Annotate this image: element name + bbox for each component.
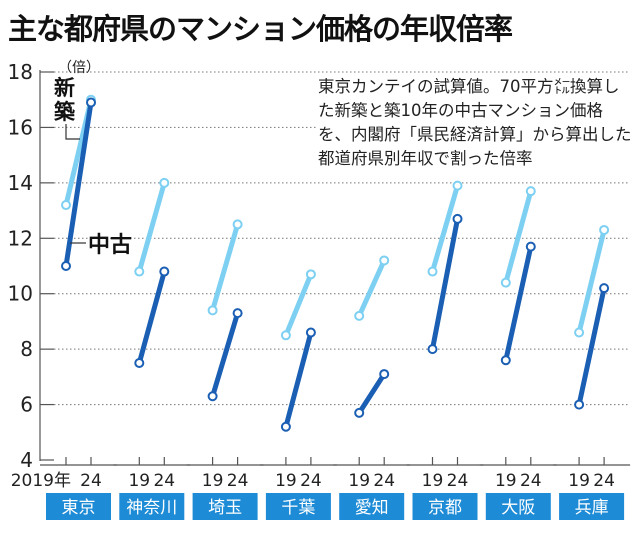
category-label-bg: [559, 493, 625, 520]
category-label-bg: [119, 493, 185, 520]
series-line-new: [576, 229, 607, 334]
y-tick-label: 12: [8, 226, 33, 250]
data-point-used: [305, 327, 316, 338]
series-line-used: [63, 102, 94, 267]
data-point-new: [305, 269, 316, 280]
y-tick-label: 18: [8, 60, 33, 84]
series-line-used: [576, 287, 607, 406]
data-point-used: [452, 213, 463, 224]
data-point-new: [232, 219, 243, 230]
x-tick-label: 24: [520, 471, 542, 491]
data-point-used: [574, 399, 585, 410]
data-point-new: [207, 305, 218, 316]
data-point-used: [354, 407, 365, 418]
category-label-bg: [192, 493, 258, 520]
category-label: 大阪: [501, 498, 535, 518]
x-tick-label: 19: [202, 471, 224, 491]
series-line-new: [430, 184, 460, 273]
y-tick-label: 8: [20, 337, 33, 361]
data-point-used: [86, 97, 96, 108]
data-point-new: [452, 180, 463, 191]
data-point-new: [427, 266, 438, 277]
data-point-used: [500, 355, 511, 366]
series-line-new: [136, 182, 167, 273]
category-label: 神奈川: [126, 498, 177, 518]
data-point-used: [159, 266, 170, 277]
category-label-bg: [265, 493, 331, 520]
data-point-new: [599, 224, 610, 235]
data-point-used: [61, 261, 71, 271]
data-point-new: [574, 327, 585, 338]
series-line-new: [356, 259, 387, 317]
data-point-used: [599, 283, 610, 294]
category-label: 兵庫: [575, 498, 609, 518]
x-tick-label: 24: [593, 471, 615, 491]
category-label-bg: [46, 493, 111, 520]
data-point-new: [61, 200, 71, 211]
data-point-used: [379, 369, 390, 380]
x-tick-label: 19: [568, 471, 590, 491]
data-point-new: [500, 277, 511, 288]
series-line-new: [503, 190, 534, 284]
x-tick-label: 2019年: [11, 471, 71, 491]
data-point-new: [354, 310, 365, 321]
series-line-used: [503, 246, 534, 361]
data-point-used: [427, 344, 438, 355]
category-label: 愛知: [355, 498, 389, 518]
category-label: 東京: [62, 498, 96, 518]
x-tick-label: 19: [128, 471, 150, 491]
series-line-used: [430, 218, 460, 350]
y-tick-label: 14: [8, 171, 33, 195]
x-tick-label: 19: [275, 471, 297, 491]
data-point-used: [134, 358, 145, 368]
data-point-used: [525, 241, 536, 252]
data-point-new: [134, 266, 145, 277]
chart-title: 主な都府県のマンション価格の年収倍率: [8, 12, 513, 46]
x-tick-label: 19: [422, 471, 444, 491]
chart-note: 東京カンテイの試算値。70平方㍍換算した新築と築10年の中古マンション価格を、内…: [316, 75, 636, 171]
y-tick-label: 4: [20, 448, 33, 472]
legend-leader: [65, 124, 80, 140]
data-point-new: [525, 186, 536, 197]
x-tick-label: 24: [153, 471, 175, 491]
x-tick-label: 24: [227, 471, 249, 491]
x-tick-label: 24: [373, 471, 395, 491]
series-line-new: [283, 273, 314, 337]
y-tick-label: 16: [8, 115, 33, 139]
category-label-bg: [412, 493, 478, 520]
x-tick-label: 19: [348, 471, 370, 491]
category-label: 埼玉: [208, 498, 242, 518]
data-point-new: [379, 255, 390, 266]
series-line-new: [210, 223, 241, 312]
legend-used-label: 中古: [88, 232, 132, 258]
data-point-used: [207, 391, 218, 402]
x-tick-label: 24: [300, 471, 322, 491]
y-tick-label: 10: [8, 282, 33, 306]
y-unit-label: （倍）: [58, 60, 100, 76]
category-label: 京都: [428, 498, 462, 518]
legend-new-label-2: 築: [53, 100, 76, 124]
x-tick-label: 24: [80, 471, 102, 491]
data-point-used: [232, 308, 243, 319]
category-label-bg: [339, 493, 405, 520]
data-point-new: [280, 330, 291, 341]
series-line-used: [283, 331, 314, 428]
category-label-bg: [485, 493, 551, 520]
y-tick-label: 6: [20, 393, 33, 417]
x-tick-label: 24: [447, 471, 469, 491]
data-point-new: [159, 177, 170, 188]
x-tick-label: 19: [495, 471, 517, 491]
series-line-used: [210, 312, 240, 397]
series-line-used: [136, 270, 167, 364]
category-label: 千葉: [281, 498, 315, 518]
series-line-used: [357, 372, 387, 415]
legend-new-label-1: 新: [54, 76, 75, 100]
data-point-used: [280, 421, 291, 432]
